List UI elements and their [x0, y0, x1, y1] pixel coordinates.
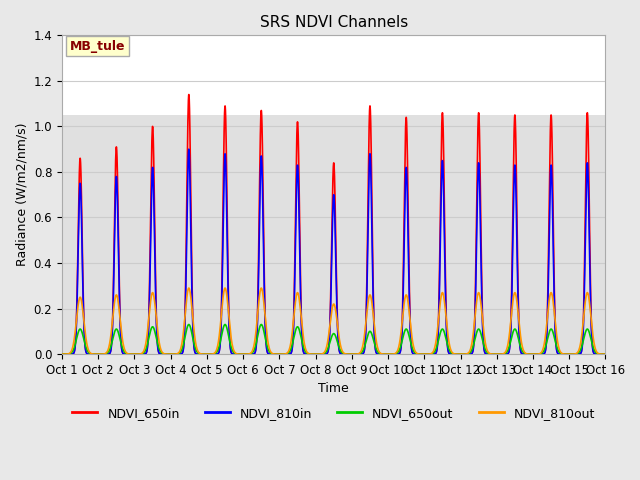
- NDVI_810in: [486, 351, 493, 357]
- X-axis label: Time: Time: [318, 383, 349, 396]
- NDVI_810out: [409, 339, 417, 345]
- NDVI_650out: [169, 351, 177, 357]
- NDVI_810in: [409, 350, 417, 356]
- NDVI_810in: [185, 146, 193, 152]
- NDVI_810out: [600, 351, 607, 357]
- NDVI_650in: [262, 325, 269, 331]
- NDVI_810in: [600, 351, 607, 357]
- NDVI_810in: [262, 330, 269, 336]
- NDVI_650in: [600, 351, 607, 357]
- NDVI_650out: [486, 351, 493, 357]
- NDVI_810in: [169, 351, 177, 357]
- NDVI_650out: [600, 351, 607, 357]
- NDVI_810out: [602, 351, 609, 357]
- Title: SRS NDVI Channels: SRS NDVI Channels: [260, 15, 408, 30]
- Line: NDVI_650in: NDVI_650in: [62, 95, 605, 354]
- NDVI_810out: [58, 351, 66, 357]
- Text: MB_tule: MB_tule: [70, 40, 125, 53]
- NDVI_650in: [486, 351, 493, 357]
- Y-axis label: Radiance (W/m2/nm/s): Radiance (W/m2/nm/s): [15, 123, 28, 266]
- Line: NDVI_810in: NDVI_810in: [62, 149, 605, 354]
- NDVI_650in: [185, 92, 193, 97]
- NDVI_650in: [169, 351, 177, 357]
- NDVI_650in: [58, 351, 66, 357]
- NDVI_650out: [58, 351, 66, 357]
- NDVI_810out: [486, 351, 493, 357]
- NDVI_650in: [175, 351, 182, 357]
- Bar: [62, 36, 605, 115]
- NDVI_810out: [185, 285, 193, 291]
- NDVI_810in: [602, 351, 609, 357]
- NDVI_810in: [175, 351, 182, 357]
- NDVI_810out: [169, 351, 177, 357]
- NDVI_650out: [409, 346, 417, 352]
- NDVI_650in: [602, 351, 609, 357]
- NDVI_650out: [175, 351, 182, 357]
- Legend: NDVI_650in, NDVI_810in, NDVI_650out, NDVI_810out: NDVI_650in, NDVI_810in, NDVI_650out, NDV…: [67, 402, 600, 425]
- NDVI_650in: [409, 350, 417, 356]
- Line: NDVI_810out: NDVI_810out: [62, 288, 605, 354]
- NDVI_650out: [185, 322, 193, 327]
- NDVI_810out: [175, 350, 182, 356]
- NDVI_650out: [602, 351, 609, 357]
- NDVI_650out: [262, 336, 269, 342]
- Line: NDVI_650out: NDVI_650out: [62, 324, 605, 354]
- NDVI_810in: [58, 351, 66, 357]
- NDVI_810out: [262, 318, 269, 324]
